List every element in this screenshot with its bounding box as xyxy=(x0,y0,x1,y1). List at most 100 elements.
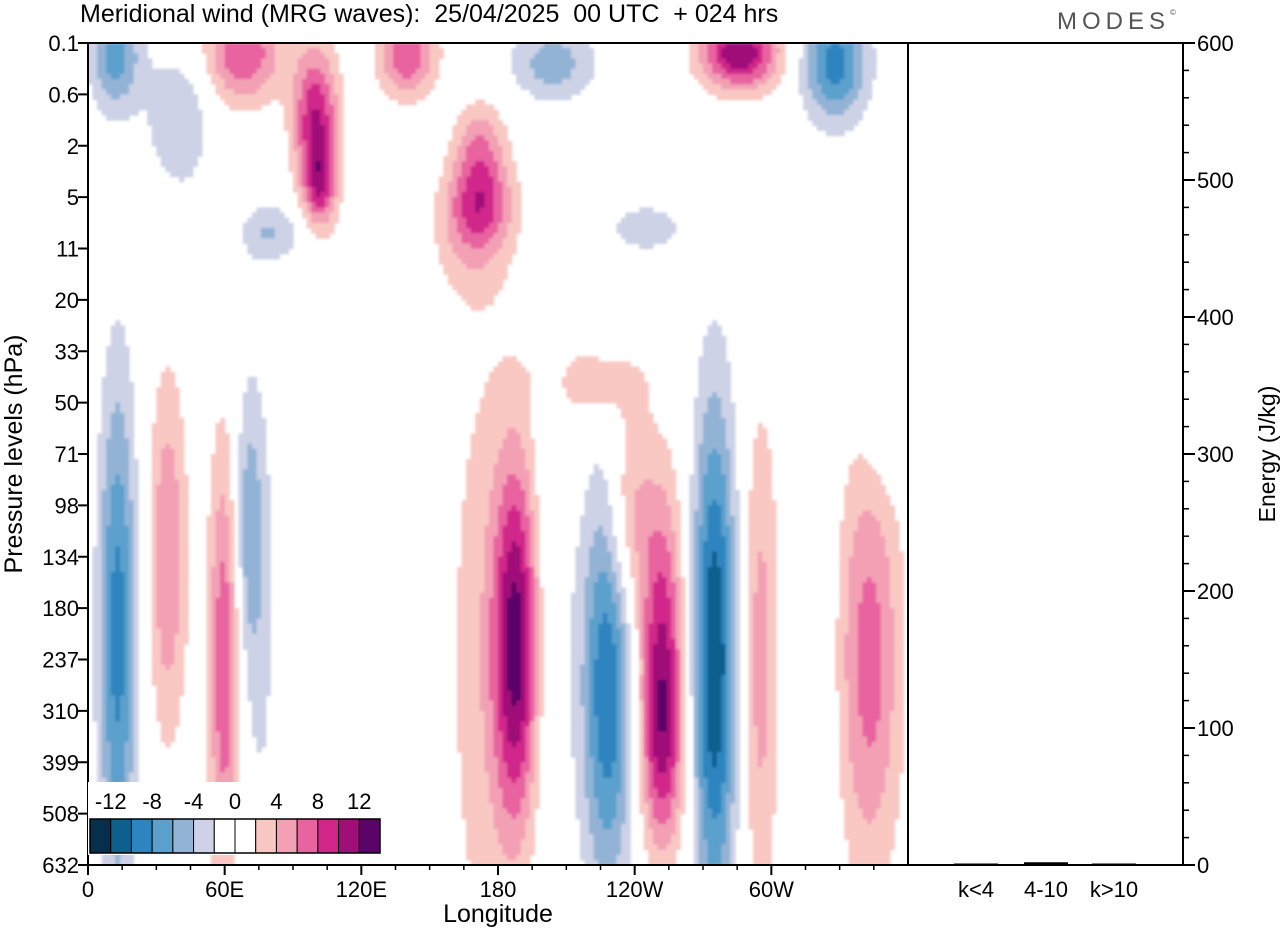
contour-cell xyxy=(652,777,672,784)
contour-cell xyxy=(293,171,299,178)
contour-cell xyxy=(857,638,882,645)
contour-cell xyxy=(584,618,590,625)
contour-cell xyxy=(256,469,267,476)
contour-cell xyxy=(129,633,135,640)
contour-cell xyxy=(693,798,700,804)
contour-cell xyxy=(151,531,157,537)
contour-cell xyxy=(493,541,504,548)
contour-cell xyxy=(598,638,613,645)
contour-cell xyxy=(857,705,882,712)
contour-cell xyxy=(242,474,258,481)
contour-cell xyxy=(671,510,681,517)
contour-cell xyxy=(748,608,754,614)
contour-cell xyxy=(106,777,112,784)
contour-cell xyxy=(242,505,262,512)
contour-cell xyxy=(256,618,271,625)
contour-cell xyxy=(844,68,854,75)
contour-cell xyxy=(215,520,230,527)
contour-cell xyxy=(92,89,107,95)
contour-cell xyxy=(698,669,704,676)
contour-cell xyxy=(675,823,681,830)
contour-cell xyxy=(634,597,640,604)
contour-cell xyxy=(516,541,526,548)
contour-cell xyxy=(621,762,627,768)
contour-cell xyxy=(151,582,157,589)
contour-cell xyxy=(92,628,103,635)
contour-cell xyxy=(297,166,303,173)
contour-cell xyxy=(703,803,709,810)
contour-cell xyxy=(466,130,495,137)
contour-cell xyxy=(479,700,495,707)
contour-cell xyxy=(835,644,845,650)
contour-cell xyxy=(707,89,772,95)
contour-cell xyxy=(256,741,267,748)
colorbar-label: 8 xyxy=(312,789,324,814)
contour-cell xyxy=(580,515,613,522)
contour-cell xyxy=(261,608,271,614)
contour-cell xyxy=(657,793,668,799)
contour-cell xyxy=(652,680,659,686)
contour-cell xyxy=(457,253,495,260)
contour-cell xyxy=(229,649,235,655)
contour-cell xyxy=(589,813,599,820)
contour-cell xyxy=(693,736,700,743)
contour-cell xyxy=(92,669,103,676)
contour-cell xyxy=(598,731,618,738)
contour-cell xyxy=(643,777,649,784)
contour-cell xyxy=(753,685,768,691)
contour-cell xyxy=(657,638,668,645)
contour-cell xyxy=(871,741,891,748)
contour-cell xyxy=(320,89,331,95)
contour-cell xyxy=(757,48,763,54)
contour-cell xyxy=(748,638,754,645)
contour-cell xyxy=(671,803,681,810)
contour-cell xyxy=(507,608,522,614)
contour-cell xyxy=(712,808,722,815)
contour-cell xyxy=(853,531,882,537)
contour-cell xyxy=(211,633,217,640)
contour-cell xyxy=(725,474,731,481)
contour-cell xyxy=(703,772,727,779)
contour-cell xyxy=(466,469,495,476)
contour-cell xyxy=(215,525,230,532)
contour-cell xyxy=(589,567,613,573)
contour-cell xyxy=(502,500,526,506)
contour-cell xyxy=(151,433,185,440)
contour-cell xyxy=(680,669,686,676)
contour-cell xyxy=(252,628,258,635)
contour-cell xyxy=(106,443,130,450)
contour-cell xyxy=(566,392,649,399)
contour-cell xyxy=(598,633,613,640)
contour-cell xyxy=(156,613,180,619)
contour-cell xyxy=(507,721,522,727)
contour-cell xyxy=(215,674,230,681)
contour-cell xyxy=(156,505,180,512)
contour-cell xyxy=(461,551,485,558)
contour-cell xyxy=(261,536,271,542)
contour-cell xyxy=(457,721,485,727)
contour-cell xyxy=(561,382,649,388)
contour-cell xyxy=(634,613,640,619)
contour-cell xyxy=(721,685,727,691)
contour-cell xyxy=(575,782,586,789)
contour-cell xyxy=(757,577,768,584)
contour-cell xyxy=(493,726,499,733)
contour-cell xyxy=(133,721,139,727)
contour-cell xyxy=(375,63,385,70)
contour-cell xyxy=(215,659,230,666)
contour-cell xyxy=(657,628,668,635)
contour-cell xyxy=(211,664,217,671)
contour-cell xyxy=(693,767,700,774)
contour-cell xyxy=(748,674,754,681)
contour-cell xyxy=(748,536,777,542)
contour-cell xyxy=(703,690,709,697)
contour-cell xyxy=(584,633,590,640)
contour-cell xyxy=(233,731,239,738)
contour-cell xyxy=(648,757,659,763)
contour-cell xyxy=(211,505,221,512)
contour-cell xyxy=(639,664,645,671)
contour-cell xyxy=(475,418,531,424)
contour-cell xyxy=(129,484,139,491)
contour-cell xyxy=(580,839,595,846)
contour-cell xyxy=(479,207,495,214)
